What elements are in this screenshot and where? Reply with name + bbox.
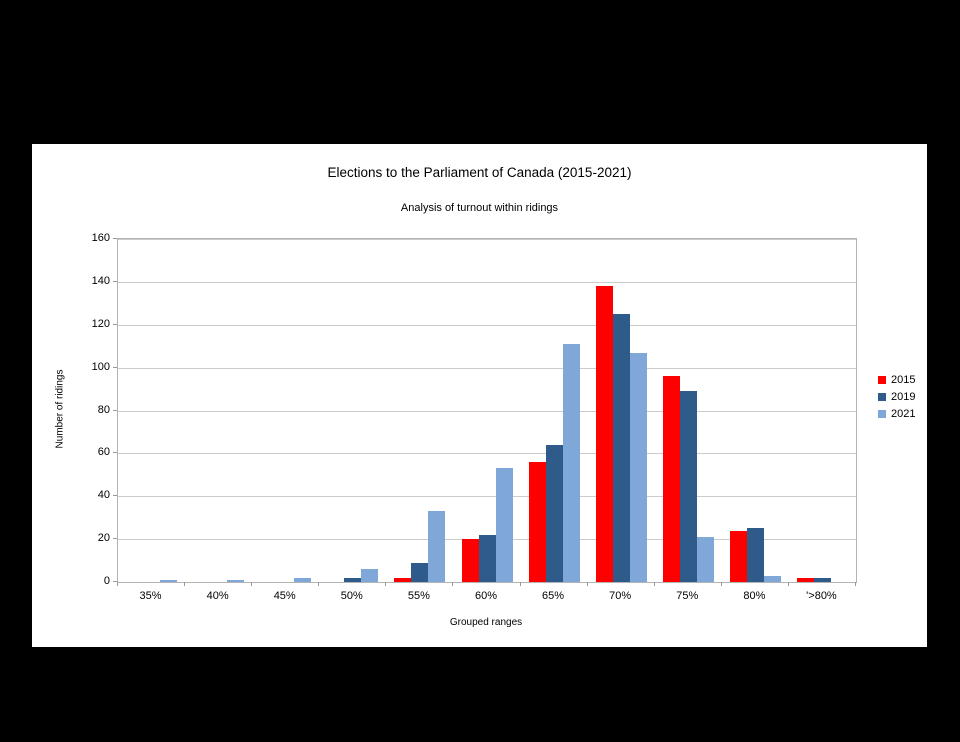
bar-2021-65%: [562, 344, 580, 582]
bar-2015-65%: [528, 461, 546, 582]
x-axis-tick: [385, 582, 387, 586]
x-category-label: '>80%: [806, 590, 837, 602]
y-tick-label: 140: [91, 274, 110, 287]
gridline-100: [118, 367, 856, 369]
bar-2021-50%: [361, 569, 379, 582]
x-axis-tick: [519, 582, 521, 586]
x-category-label: 65%: [542, 590, 565, 602]
x-axis-tick: [318, 582, 320, 586]
gridline-140: [118, 281, 856, 283]
y-tick-label: 0: [103, 575, 110, 587]
bar-2019-75%: [679, 391, 697, 582]
y-axis-tick: [113, 495, 117, 497]
x-axis-tick: [855, 582, 856, 586]
legend-swatch-2015: [878, 375, 886, 384]
legend: 2015 2019 2021: [878, 373, 915, 424]
y-axis-tick: [113, 323, 117, 325]
y-axis-tick: [113, 238, 117, 239]
gridline-60: [118, 453, 856, 455]
bar-2021-70%: [629, 352, 647, 582]
x-category-label: 60%: [474, 590, 497, 602]
x-axis-tick: [653, 582, 655, 586]
legend-label-2019: 2019: [891, 390, 916, 403]
chart-title: Elections to the Parliament of Canada (2…: [327, 165, 632, 180]
bar-2019-70%: [612, 314, 630, 582]
x-category-label: 70%: [609, 590, 632, 602]
x-category-label: 40%: [206, 590, 229, 602]
legend-label-2021: 2021: [891, 407, 916, 420]
x-category-label: 35%: [139, 590, 162, 602]
y-axis-tick: [113, 538, 117, 540]
x-axis-tick: [787, 582, 789, 586]
bar-2015-'>80%: [796, 577, 814, 582]
bar-2019-'>80%: [813, 577, 831, 582]
bar-2021-45%: [294, 577, 312, 582]
y-axis-tick: [113, 581, 117, 582]
gridline-120: [118, 324, 856, 326]
bar-2021-75%: [696, 536, 714, 582]
y-tick-label: 80: [97, 403, 110, 416]
x-category-label: 55%: [407, 590, 430, 602]
x-axis-tick: [452, 582, 454, 586]
legend-item-2015: 2015: [878, 373, 915, 386]
bar-2015-55%: [394, 577, 412, 582]
legend-item-2019: 2019: [878, 390, 915, 403]
bar-2021-80%: [763, 575, 781, 582]
legend-item-2021: 2021: [878, 407, 915, 420]
bar-2019-50%: [344, 577, 362, 582]
bar-2019-60%: [478, 534, 496, 582]
bar-2021-60%: [495, 468, 513, 582]
legend-swatch-2021: [878, 409, 886, 418]
bar-2019-65%: [545, 444, 563, 582]
x-category-label: 50%: [340, 590, 363, 602]
y-tick-label: 20: [97, 532, 110, 545]
legend-label-2015: 2015: [891, 373, 916, 386]
bar-2015-60%: [461, 539, 479, 582]
y-tick-label: 120: [91, 317, 110, 330]
y-tick-label: 40: [97, 489, 110, 502]
y-axis-title: Number of ridings: [54, 369, 66, 449]
x-axis-tick: [586, 582, 588, 586]
chart-subtitle: Analysis of turnout within ridings: [400, 202, 559, 214]
x-category-label: 45%: [273, 590, 296, 602]
bar-2015-70%: [595, 286, 613, 582]
x-category-label: 75%: [676, 590, 699, 602]
gridline-160: [118, 239, 856, 240]
chart-panel: Elections to the Parliament of Canada (2…: [32, 144, 927, 647]
x-axis-tick: [251, 582, 253, 586]
bar-2015-75%: [662, 376, 680, 582]
gridline-40: [118, 496, 856, 498]
y-axis-tick: [113, 409, 117, 411]
legend-swatch-2019: [878, 392, 886, 401]
x-axis-tick: [117, 582, 118, 586]
x-category-label: 80%: [743, 590, 766, 602]
bar-2021-40%: [227, 579, 245, 582]
y-axis-tick: [113, 366, 117, 368]
y-axis-tick: [113, 280, 117, 282]
y-tick-label: 60: [97, 446, 110, 459]
plot-area: [117, 238, 857, 583]
y-tick-label: 100: [91, 360, 110, 373]
y-tick-label: 160: [91, 232, 110, 244]
bar-2021-55%: [428, 511, 446, 582]
x-axis-tick: [184, 582, 186, 586]
x-axis-tick: [720, 582, 722, 586]
y-axis-tick: [113, 452, 117, 454]
bar-2019-80%: [746, 528, 764, 582]
x-axis-title: Grouped ranges: [449, 617, 523, 628]
bar-2019-55%: [411, 562, 429, 582]
bar-2015-80%: [729, 530, 747, 582]
bar-2021-35%: [160, 579, 178, 582]
gridline-80: [118, 410, 856, 412]
